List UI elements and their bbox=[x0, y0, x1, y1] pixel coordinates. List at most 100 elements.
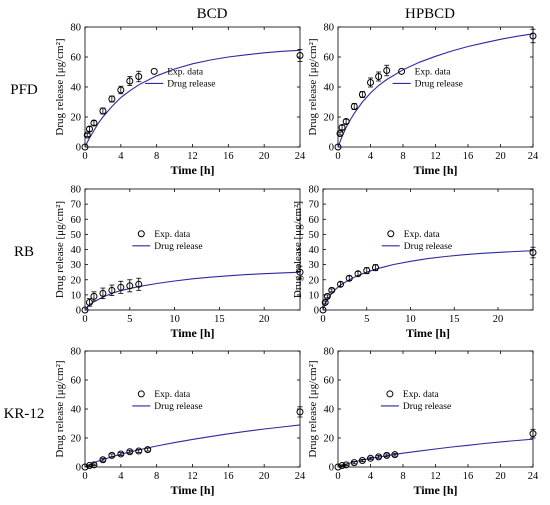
legend-label-model: Drug release bbox=[403, 402, 451, 412]
data-point-exp bbox=[135, 447, 143, 455]
series-line-drug-release bbox=[84, 49, 301, 148]
y-tick-label: 0 bbox=[314, 306, 319, 317]
y-tick-label: 40 bbox=[71, 83, 82, 94]
legend-label-exp: Exp. data bbox=[167, 68, 204, 78]
y-tick-label: 80 bbox=[71, 347, 82, 358]
x-tick-label: 0 bbox=[320, 314, 325, 325]
x-tick-label: 4 bbox=[368, 471, 374, 482]
x-tick-label: 20 bbox=[495, 471, 506, 482]
y-tick-label: 60 bbox=[324, 376, 335, 387]
x-tick-label: 24 bbox=[295, 471, 306, 482]
y-tick-label: 40 bbox=[324, 405, 335, 416]
data-point-exp bbox=[383, 451, 391, 459]
y-tick-label: 0 bbox=[76, 143, 81, 154]
x-tick-label: 12 bbox=[430, 151, 441, 162]
data-point-exp bbox=[391, 451, 399, 459]
legend: Exp. data Drug release bbox=[392, 68, 463, 90]
y-tick-label: 20 bbox=[71, 434, 82, 445]
data-point-exp bbox=[336, 130, 344, 137]
data-point-exp bbox=[342, 461, 350, 469]
y-axis-label: Drug release [μg/cm²] bbox=[307, 360, 319, 457]
y-tick-label: 20 bbox=[309, 275, 320, 286]
x-tick-label: 20 bbox=[259, 314, 270, 325]
data-point-exp bbox=[85, 125, 93, 133]
x-axis-label: Time [h] bbox=[406, 326, 450, 340]
x-tick-label: 5 bbox=[127, 314, 132, 325]
y-tick-label: 60 bbox=[71, 53, 82, 64]
x-tick-label: 16 bbox=[463, 471, 474, 482]
x-tick-label: 12 bbox=[430, 471, 441, 482]
y-axis-label: Drug release [μg/cm²] bbox=[54, 38, 66, 135]
x-tick-label: 4 bbox=[118, 151, 124, 162]
chart-panel-kr-12-hpbcd: 0 4 8 12 16 20 24 0 20 40 60 80 Time [h] Drug release… bbox=[307, 347, 539, 498]
x-tick-label: 8 bbox=[154, 151, 159, 162]
y-tick-label: 60 bbox=[71, 215, 82, 226]
data-point-exp bbox=[321, 298, 329, 306]
data-point-exp bbox=[323, 292, 331, 300]
y-tick-label: 0 bbox=[76, 306, 81, 317]
data-point-exp bbox=[108, 95, 116, 103]
data-point-exp bbox=[367, 79, 374, 86]
y-tick-label: 30 bbox=[71, 260, 82, 271]
y-tick-label: 80 bbox=[324, 347, 335, 358]
y-axis-label: Drug release [μg/cm²] bbox=[54, 360, 66, 457]
row-header-pfd: PFD bbox=[10, 82, 38, 98]
x-tick-label: 0 bbox=[82, 151, 87, 162]
data-point-exp bbox=[529, 430, 537, 438]
y-tick-label: 60 bbox=[71, 376, 82, 387]
data-point-exp bbox=[90, 119, 98, 127]
data-point-exp bbox=[144, 446, 152, 454]
data-point-exp bbox=[117, 86, 125, 94]
data-point-exp bbox=[296, 268, 304, 276]
x-axis-label: Time [h] bbox=[413, 483, 457, 497]
x-tick-label: 0 bbox=[335, 151, 340, 162]
y-tick-label: 40 bbox=[309, 245, 320, 256]
data-point-exp bbox=[367, 454, 374, 462]
y-tick-label: 0 bbox=[329, 143, 334, 154]
x-tick-label: 0 bbox=[335, 471, 340, 482]
x-tick-label: 16 bbox=[223, 151, 234, 162]
data-point-exp bbox=[81, 306, 89, 314]
data-point-exp bbox=[334, 143, 342, 151]
x-axis-label: Time [h] bbox=[413, 163, 457, 177]
data-point-exp bbox=[328, 286, 336, 294]
data-point-exp bbox=[319, 306, 327, 314]
x-tick-label: 10 bbox=[405, 314, 416, 325]
legend-label-exp: Exp. data bbox=[403, 390, 440, 400]
data-point-exp bbox=[83, 131, 91, 139]
y-tick-label: 20 bbox=[324, 113, 335, 124]
data-point-exp bbox=[81, 143, 89, 151]
x-tick-label: 20 bbox=[493, 314, 504, 325]
legend-label-exp: Exp. data bbox=[154, 390, 191, 400]
data-point-exp bbox=[363, 267, 371, 275]
series-line-drug-release bbox=[337, 33, 534, 148]
y-tick-label: 0 bbox=[76, 463, 81, 474]
legend: Exp. data Drug release bbox=[132, 230, 203, 252]
data-point-exp bbox=[126, 282, 134, 290]
chart-panel-kr-12-bcd: 0 4 8 12 16 20 24 0 20 40 60 80 Time [h] Drug release… bbox=[54, 347, 306, 498]
x-tick-label: 0 bbox=[82, 471, 87, 482]
data-point-exp bbox=[99, 456, 107, 464]
series-line-drug-release bbox=[84, 424, 301, 468]
y-tick-label: 40 bbox=[324, 83, 335, 94]
data-point-exp bbox=[350, 103, 358, 110]
data-point-exp bbox=[337, 280, 344, 288]
y-axis-label: Drug release [μg/cm²] bbox=[54, 201, 66, 298]
x-tick-label: 15 bbox=[449, 314, 460, 325]
x-tick-label: 20 bbox=[259, 151, 270, 162]
data-point-exp bbox=[99, 107, 107, 115]
y-axis-label: Drug release [μg/cm²] bbox=[292, 201, 304, 298]
legend: Exp. data Drug release bbox=[381, 230, 452, 252]
data-point-exp bbox=[81, 463, 89, 471]
y-tick-label: 60 bbox=[324, 53, 335, 64]
legend-label-model: Drug release bbox=[415, 80, 463, 90]
x-axis-label: Time [h] bbox=[170, 326, 214, 340]
data-point-exp bbox=[126, 448, 134, 456]
legend-label-exp: Exp. data bbox=[415, 68, 452, 78]
y-tick-label: 0 bbox=[329, 463, 334, 474]
y-tick-label: 10 bbox=[71, 290, 82, 301]
data-point-exp bbox=[529, 32, 537, 40]
legend-label-exp: Exp. data bbox=[154, 230, 191, 240]
data-point-exp bbox=[372, 264, 379, 272]
